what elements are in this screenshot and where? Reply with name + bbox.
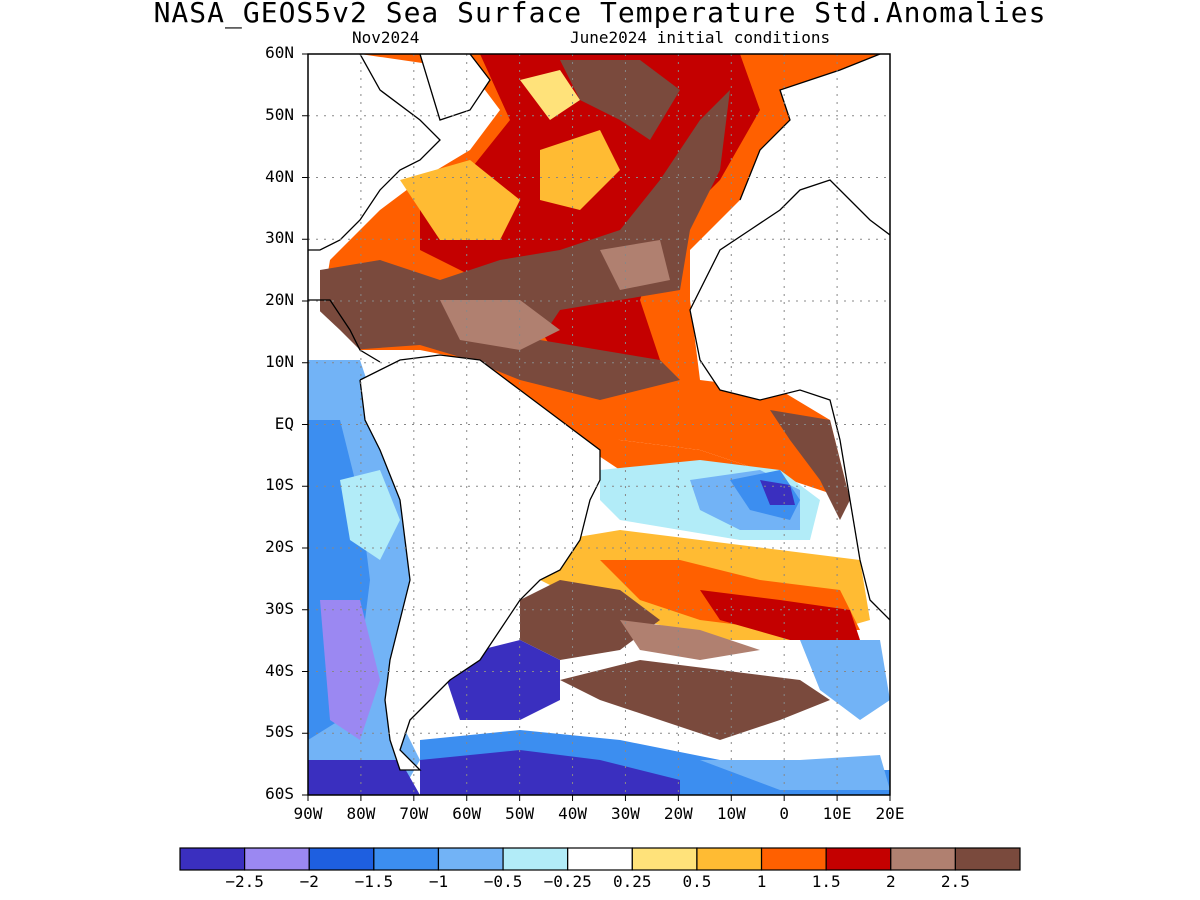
colorbar-tick-label: −2 (299, 872, 319, 891)
latitude-label: 30S (265, 598, 294, 618)
colorbar-tick-label: −1 (428, 872, 449, 891)
forecast-month: Nov2024 (352, 28, 420, 47)
latitude-label: 20S (265, 537, 294, 556)
colorbar-tick-label: 2 (885, 872, 896, 891)
latitude-label: 50S (265, 722, 294, 742)
colorbar-tick-label: 2.5 (940, 872, 970, 891)
colorbar-tick-label: 0.5 (682, 872, 712, 891)
longitude-label: 0 (779, 804, 789, 823)
colorbar-swatch (373, 847, 440, 871)
longitude-label: 20W (663, 804, 693, 823)
latitude-label: 60N (265, 43, 294, 62)
latitude-label: 50N (265, 104, 294, 124)
latitude-label: 60S (265, 784, 294, 803)
latitude-label: 20N (265, 290, 294, 309)
longitude-label: 10E (822, 804, 852, 823)
longitude-label: 90W (293, 804, 323, 823)
longitude-label: 60W (452, 804, 482, 823)
anomaly-field (308, 54, 890, 795)
longitude-label: 30W (611, 804, 640, 823)
chart-title: NASA_GEOS5v2 Sea Surface Temperature Std… (153, 0, 1047, 29)
colorbar-swatch (502, 847, 569, 871)
colorbar-tick-label: −1.5 (354, 872, 394, 891)
colorbar-tick-label: −0.5 (483, 872, 523, 891)
colorbar-swatch (760, 847, 827, 871)
colorbar-swatch (954, 847, 1021, 871)
colorbar-swatch (696, 847, 763, 871)
colorbar-swatch (308, 847, 375, 871)
colorbar-swatch (631, 847, 698, 871)
latitude-label: 40N (265, 166, 294, 186)
colorbar-tick-label: 1.5 (811, 872, 841, 891)
colorbar-swatch (890, 847, 956, 871)
latitude-label: 10N (265, 351, 294, 371)
colorbar-tick-label: 0.25 (613, 872, 652, 891)
longitude-label: 80W (346, 804, 376, 823)
latitude-label: 40S (265, 660, 294, 680)
longitude-label: 20E (875, 804, 905, 823)
longitude-label: 50W (505, 804, 535, 823)
colorbar-swatch (825, 847, 892, 871)
colorbar-swatch (179, 847, 246, 871)
colorbar-swatch (437, 847, 504, 871)
initial-conditions-label: June2024 initial conditions (570, 28, 831, 47)
graticule (308, 54, 890, 795)
coastlines (308, 54, 890, 771)
colorbar-swatch (244, 847, 310, 871)
latitude-label: EQ (274, 413, 294, 433)
axis-ticks (302, 53, 891, 801)
colorbar-tick-label: 1 (756, 872, 767, 891)
colorbar-tick-label: −2.5 (225, 872, 264, 891)
latitude-label: 30N (265, 228, 294, 248)
longitude-label: 40W (558, 804, 587, 823)
latitude-label: 10S (265, 475, 294, 495)
colorbar-tick-label: −0.25 (543, 872, 592, 891)
colorbar (179, 847, 1021, 871)
longitude-label: 10W (716, 804, 746, 823)
longitude-label: 70W (399, 804, 429, 823)
colorbar-swatch (567, 847, 633, 871)
